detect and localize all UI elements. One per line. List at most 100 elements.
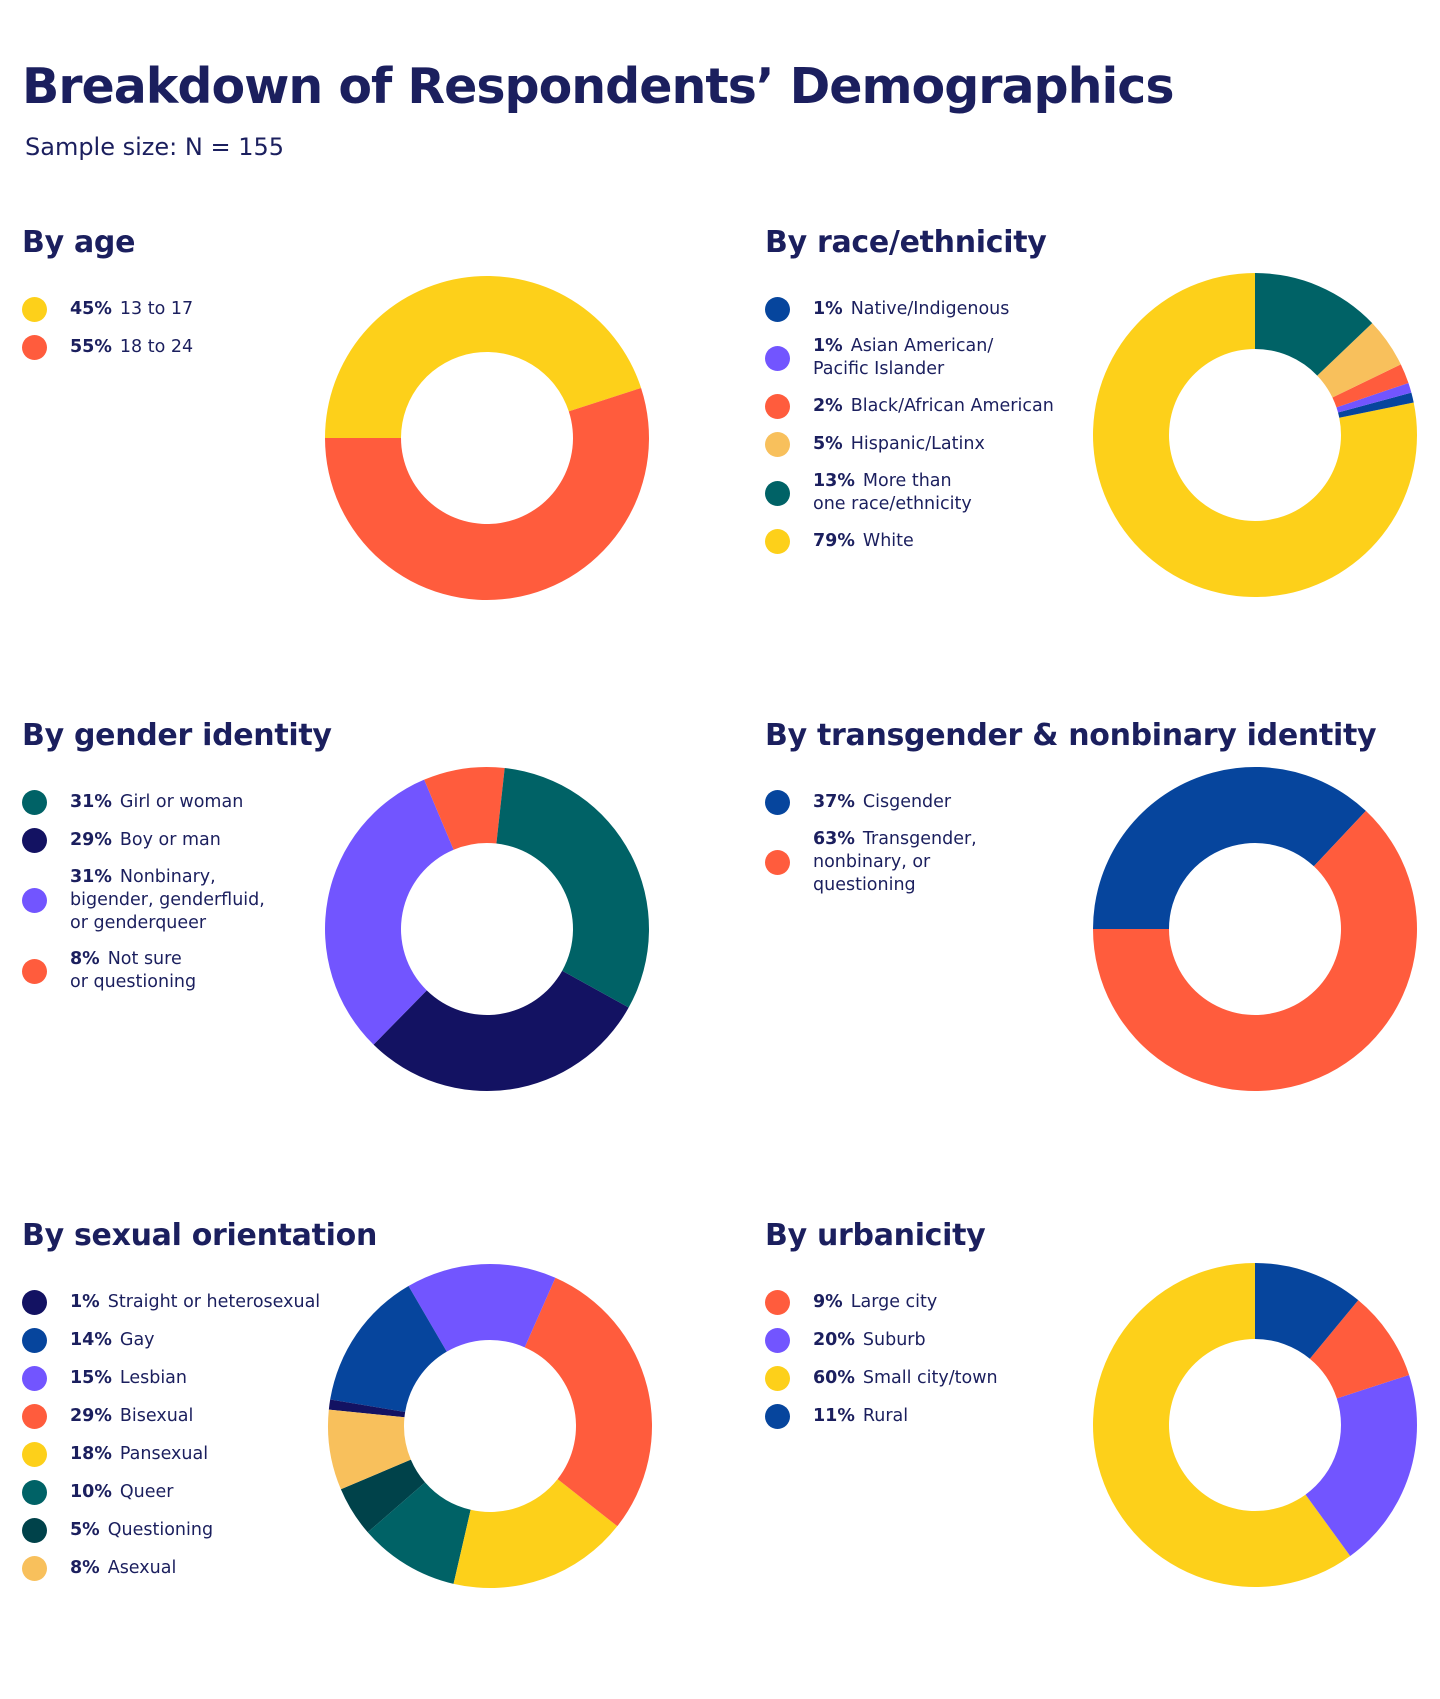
legend-label: Girl or woman bbox=[119, 792, 244, 812]
legend-percent: 79% bbox=[813, 531, 855, 551]
legend-item: 2% Black/African American bbox=[765, 394, 1085, 419]
legend-percent: 14% bbox=[70, 1330, 112, 1350]
legend-label: Asexual bbox=[107, 1558, 177, 1578]
legend-swatch-icon bbox=[22, 828, 47, 853]
chart-title: By gender identity bbox=[22, 718, 332, 753]
legend-label: Queer bbox=[119, 1482, 174, 1502]
legend-swatch-icon bbox=[765, 529, 790, 554]
legend-percent: 15% bbox=[70, 1368, 112, 1388]
chart-title: By race/ethnicity bbox=[765, 225, 1047, 260]
legend-label: Bisexual bbox=[119, 1406, 194, 1426]
chart-legend: 37% Cisgender 63% Transgender, nonbinary, o… bbox=[765, 790, 1085, 910]
legend-text: 18% Pansexual bbox=[70, 1443, 208, 1466]
donut-slice-straight-or-heterosexual bbox=[328, 1399, 406, 1418]
donut-chart-by-sexual-orientation bbox=[325, 1261, 655, 1591]
legend-item: 31% Nonbinary, bigender, genderfluid, or … bbox=[22, 866, 342, 935]
legend-text: 15% Lesbian bbox=[70, 1367, 187, 1390]
legend-swatch-icon bbox=[22, 335, 47, 360]
chart-title: By sexual orientation bbox=[22, 1218, 378, 1253]
legend-percent: 1% bbox=[813, 336, 843, 356]
legend-label: 13 to 17 bbox=[119, 299, 194, 319]
legend-percent: 8% bbox=[70, 1558, 100, 1578]
legend-percent: 18% bbox=[70, 1444, 112, 1464]
legend-item: 14% Gay bbox=[22, 1328, 342, 1353]
legend-item: 1% Native/Indigenous bbox=[765, 297, 1085, 322]
legend-swatch-icon bbox=[22, 1328, 47, 1353]
chart-legend: 1% Straight or heterosexual 14% Gay 15% Lesbi… bbox=[22, 1290, 342, 1594]
legend-swatch-icon bbox=[22, 297, 47, 322]
legend-text: 9% Large city bbox=[813, 1291, 937, 1314]
legend-swatch-icon bbox=[765, 1366, 790, 1391]
legend-label: Hispanic/Latinx bbox=[850, 434, 985, 454]
legend-item: 9% Large city bbox=[765, 1290, 1085, 1315]
legend-swatch-icon bbox=[22, 1480, 47, 1505]
legend-swatch-icon bbox=[765, 850, 790, 875]
legend-label: Large city bbox=[850, 1292, 938, 1312]
legend-label: Not sure or questioning bbox=[70, 949, 197, 992]
legend-label: Nonbinary, bigender, genderfluid, or gen… bbox=[70, 867, 265, 933]
legend-text: 5% Hispanic/Latinx bbox=[813, 433, 985, 456]
donut-slice-questioning bbox=[340, 1459, 426, 1533]
chart-title: By urbanicity bbox=[765, 1218, 986, 1253]
legend-label: Gay bbox=[119, 1330, 155, 1350]
legend-percent: 37% bbox=[813, 792, 855, 812]
donut-slice-gay bbox=[330, 1285, 447, 1412]
legend-swatch-icon bbox=[765, 790, 790, 815]
donut-svg bbox=[328, 1264, 652, 1588]
chart-panel-by-age: By age 45% 13 to 17 55% 18 to 24 bbox=[22, 225, 722, 665]
legend-text: 20% Suburb bbox=[813, 1329, 926, 1352]
donut-slice-lesbian bbox=[408, 1264, 556, 1352]
legend-item: 37% Cisgender bbox=[765, 790, 1085, 815]
donut-slice-nonbinary-bigender-genderfluid-or-genderqueer bbox=[325, 779, 454, 1045]
legend-text: 8% Not sure or questioning bbox=[70, 948, 196, 994]
legend-percent: 8% bbox=[70, 949, 100, 969]
legend-swatch-icon bbox=[765, 394, 790, 419]
legend-text: 45% 13 to 17 bbox=[70, 298, 193, 321]
chart-legend: 31% Girl or woman 29% Boy or man 31% Nonbinar… bbox=[22, 790, 342, 1007]
legend-text: 10% Queer bbox=[70, 1481, 173, 1504]
legend-percent: 9% bbox=[813, 1292, 843, 1312]
donut-slice-large-city bbox=[1309, 1300, 1410, 1399]
legend-percent: 11% bbox=[813, 1406, 855, 1426]
legend-label: Questioning bbox=[107, 1520, 214, 1540]
legend-item: 29% Boy or man bbox=[22, 828, 342, 853]
legend-percent: 5% bbox=[813, 434, 843, 454]
legend-label: Straight or heterosexual bbox=[107, 1292, 321, 1312]
legend-percent: 29% bbox=[70, 1406, 112, 1426]
donut-svg bbox=[1093, 767, 1417, 1091]
legend-swatch-icon bbox=[765, 345, 790, 371]
legend-swatch-icon bbox=[22, 958, 47, 984]
donut-chart-by-age bbox=[322, 273, 652, 603]
legend-percent: 1% bbox=[70, 1292, 100, 1312]
sample-size-subtitle: Sample size: N = 155 bbox=[25, 133, 284, 161]
legend-item: 63% Transgender, nonbinary, or questionin… bbox=[765, 828, 1085, 897]
donut-slice-small-city-town bbox=[1093, 1263, 1351, 1587]
donut-slice-cisgender bbox=[1093, 767, 1366, 929]
chart-panel-by-urbanicity: By urbanicity 9% Large city 20% Suburb 60% Sma… bbox=[765, 1218, 1440, 1658]
legend-swatch-icon bbox=[765, 480, 790, 506]
legend-label: More than one race/ethnicity bbox=[813, 471, 972, 514]
donut-chart-by-gender-identity bbox=[322, 764, 652, 1094]
legend-swatch-icon bbox=[22, 1290, 47, 1315]
legend-label: White bbox=[862, 531, 914, 551]
donut-slice-black-african-american bbox=[1332, 364, 1409, 408]
legend-percent: 20% bbox=[813, 1330, 855, 1350]
legend-text: 13% More than one race/ethnicity bbox=[813, 470, 972, 516]
legend-item: 8% Not sure or questioning bbox=[22, 948, 342, 994]
legend-label: Asian American/ Pacific Islander bbox=[813, 336, 994, 379]
legend-swatch-icon bbox=[22, 1442, 47, 1467]
legend-item: 55% 18 to 24 bbox=[22, 335, 342, 360]
legend-percent: 1% bbox=[813, 299, 843, 319]
legend-swatch-icon bbox=[22, 1366, 47, 1391]
chart-legend: 1% Native/Indigenous 1% Asian American/ Pac… bbox=[765, 297, 1085, 567]
legend-percent: 55% bbox=[70, 337, 112, 357]
legend-percent: 13% bbox=[813, 471, 855, 491]
donut-slice-bisexual bbox=[524, 1277, 652, 1527]
donut-chart-by-transgender-nonbinary-identity bbox=[1090, 764, 1420, 1094]
legend-percent: 5% bbox=[70, 1520, 100, 1540]
chart-panel-by-race-ethnicity: By race/ethnicity 1% Native/Indigenous 1% As… bbox=[765, 225, 1440, 665]
legend-swatch-icon bbox=[22, 888, 47, 913]
legend-label: Pansexual bbox=[119, 1444, 209, 1464]
chart-panel-by-gender-identity: By gender identity 31% Girl or woman 29% Boy… bbox=[22, 718, 722, 1158]
legend-percent: 31% bbox=[70, 792, 112, 812]
